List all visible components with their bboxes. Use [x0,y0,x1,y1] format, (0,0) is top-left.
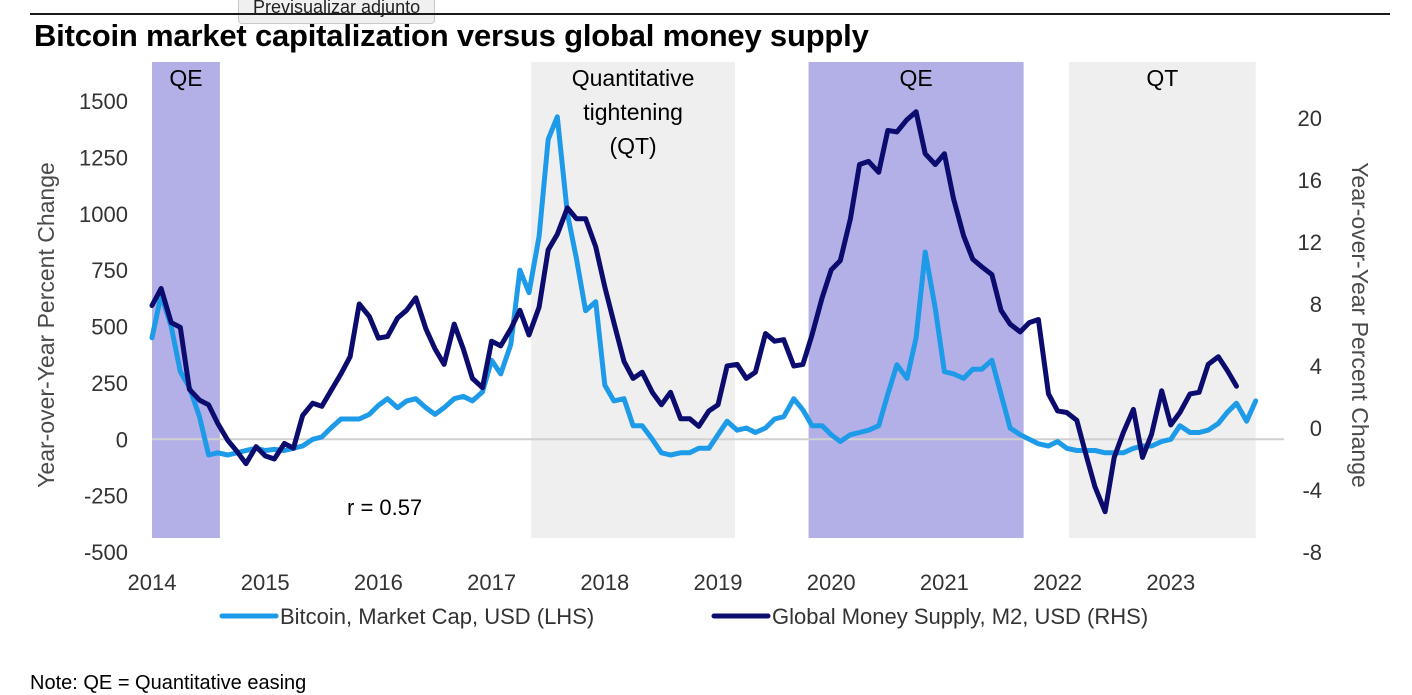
regime-band-qe-2 [808,62,1024,538]
attachment-preview-tooltip[interactable]: Previsualizar adjunto [238,0,436,24]
y-tick-right-5: 0 [1310,416,1322,441]
y-tick-left-8: -500 [84,540,128,565]
y-tick-left-7: -250 [84,484,128,509]
regime-band-qt-1 [531,62,735,538]
y-tick-left-5: 250 [91,371,128,396]
top-divider [30,13,1390,15]
legend: Bitcoin, Market Cap, USD (LHS) Global Mon… [219,604,1148,629]
x-tick-8: 2022 [1033,570,1082,595]
regime-label-0: QE [169,65,202,91]
x-tick-6: 2020 [807,570,856,595]
legend-bitcoin-label: Bitcoin, Market Cap, USD (LHS) [280,604,594,629]
legend-m2-label: Global Money Supply, M2, USD (RHS) [772,604,1148,629]
y-tick-left-4: 500 [91,315,128,340]
regime-label-2: QE [899,65,932,91]
y-tick-right-4: 4 [1310,354,1322,379]
y-tick-right-0: 20 [1298,106,1322,131]
x-tick-5: 2019 [694,570,743,595]
x-tick-4: 2018 [580,570,629,595]
m2-line [149,109,1239,515]
regime-label-1: Quantitative tightening (QT) [572,65,695,159]
y-tick-right-6: -4 [1302,478,1322,503]
regime-label-3: QT [1146,65,1178,91]
y-tick-right-1: 16 [1298,168,1322,193]
regime-labels: QE Quantitative tightening (QT) QE QT [169,65,1178,159]
y-tick-right-7: -8 [1302,540,1322,565]
y-tick-left-3: 750 [91,258,128,283]
x-tick-1: 2015 [241,570,290,595]
y-tick-left-6: 0 [116,427,128,452]
y-tick-right-3: 8 [1310,292,1322,317]
series-lines [149,109,1259,515]
y-axis-label-right: Year-over-Year Percent Change [1347,162,1373,488]
x-tick-3: 2017 [467,570,516,595]
y-tick-left-0: 1500 [79,89,128,114]
y-tick-right-2: 12 [1298,230,1322,255]
x-tick-2: 2016 [354,570,403,595]
axes: 1500125010007505002500-250-500201612840-… [79,89,1322,595]
x-tick-0: 2014 [128,570,177,595]
y-axis-label-left: Year-over-Year Percent Change [33,162,59,488]
x-tick-9: 2023 [1146,570,1195,595]
regime-band-qt-3 [1068,62,1256,538]
chart-title: Bitcoin market capitalization versus glo… [34,18,869,53]
y-tick-left-2: 1000 [79,202,128,227]
y-tick-left-1: 1250 [79,145,128,170]
x-tick-7: 2021 [920,570,969,595]
bitcoin-line [149,114,1259,458]
regime-bands [152,62,1256,538]
correlation-annotation: r = 0.57 [347,495,422,520]
